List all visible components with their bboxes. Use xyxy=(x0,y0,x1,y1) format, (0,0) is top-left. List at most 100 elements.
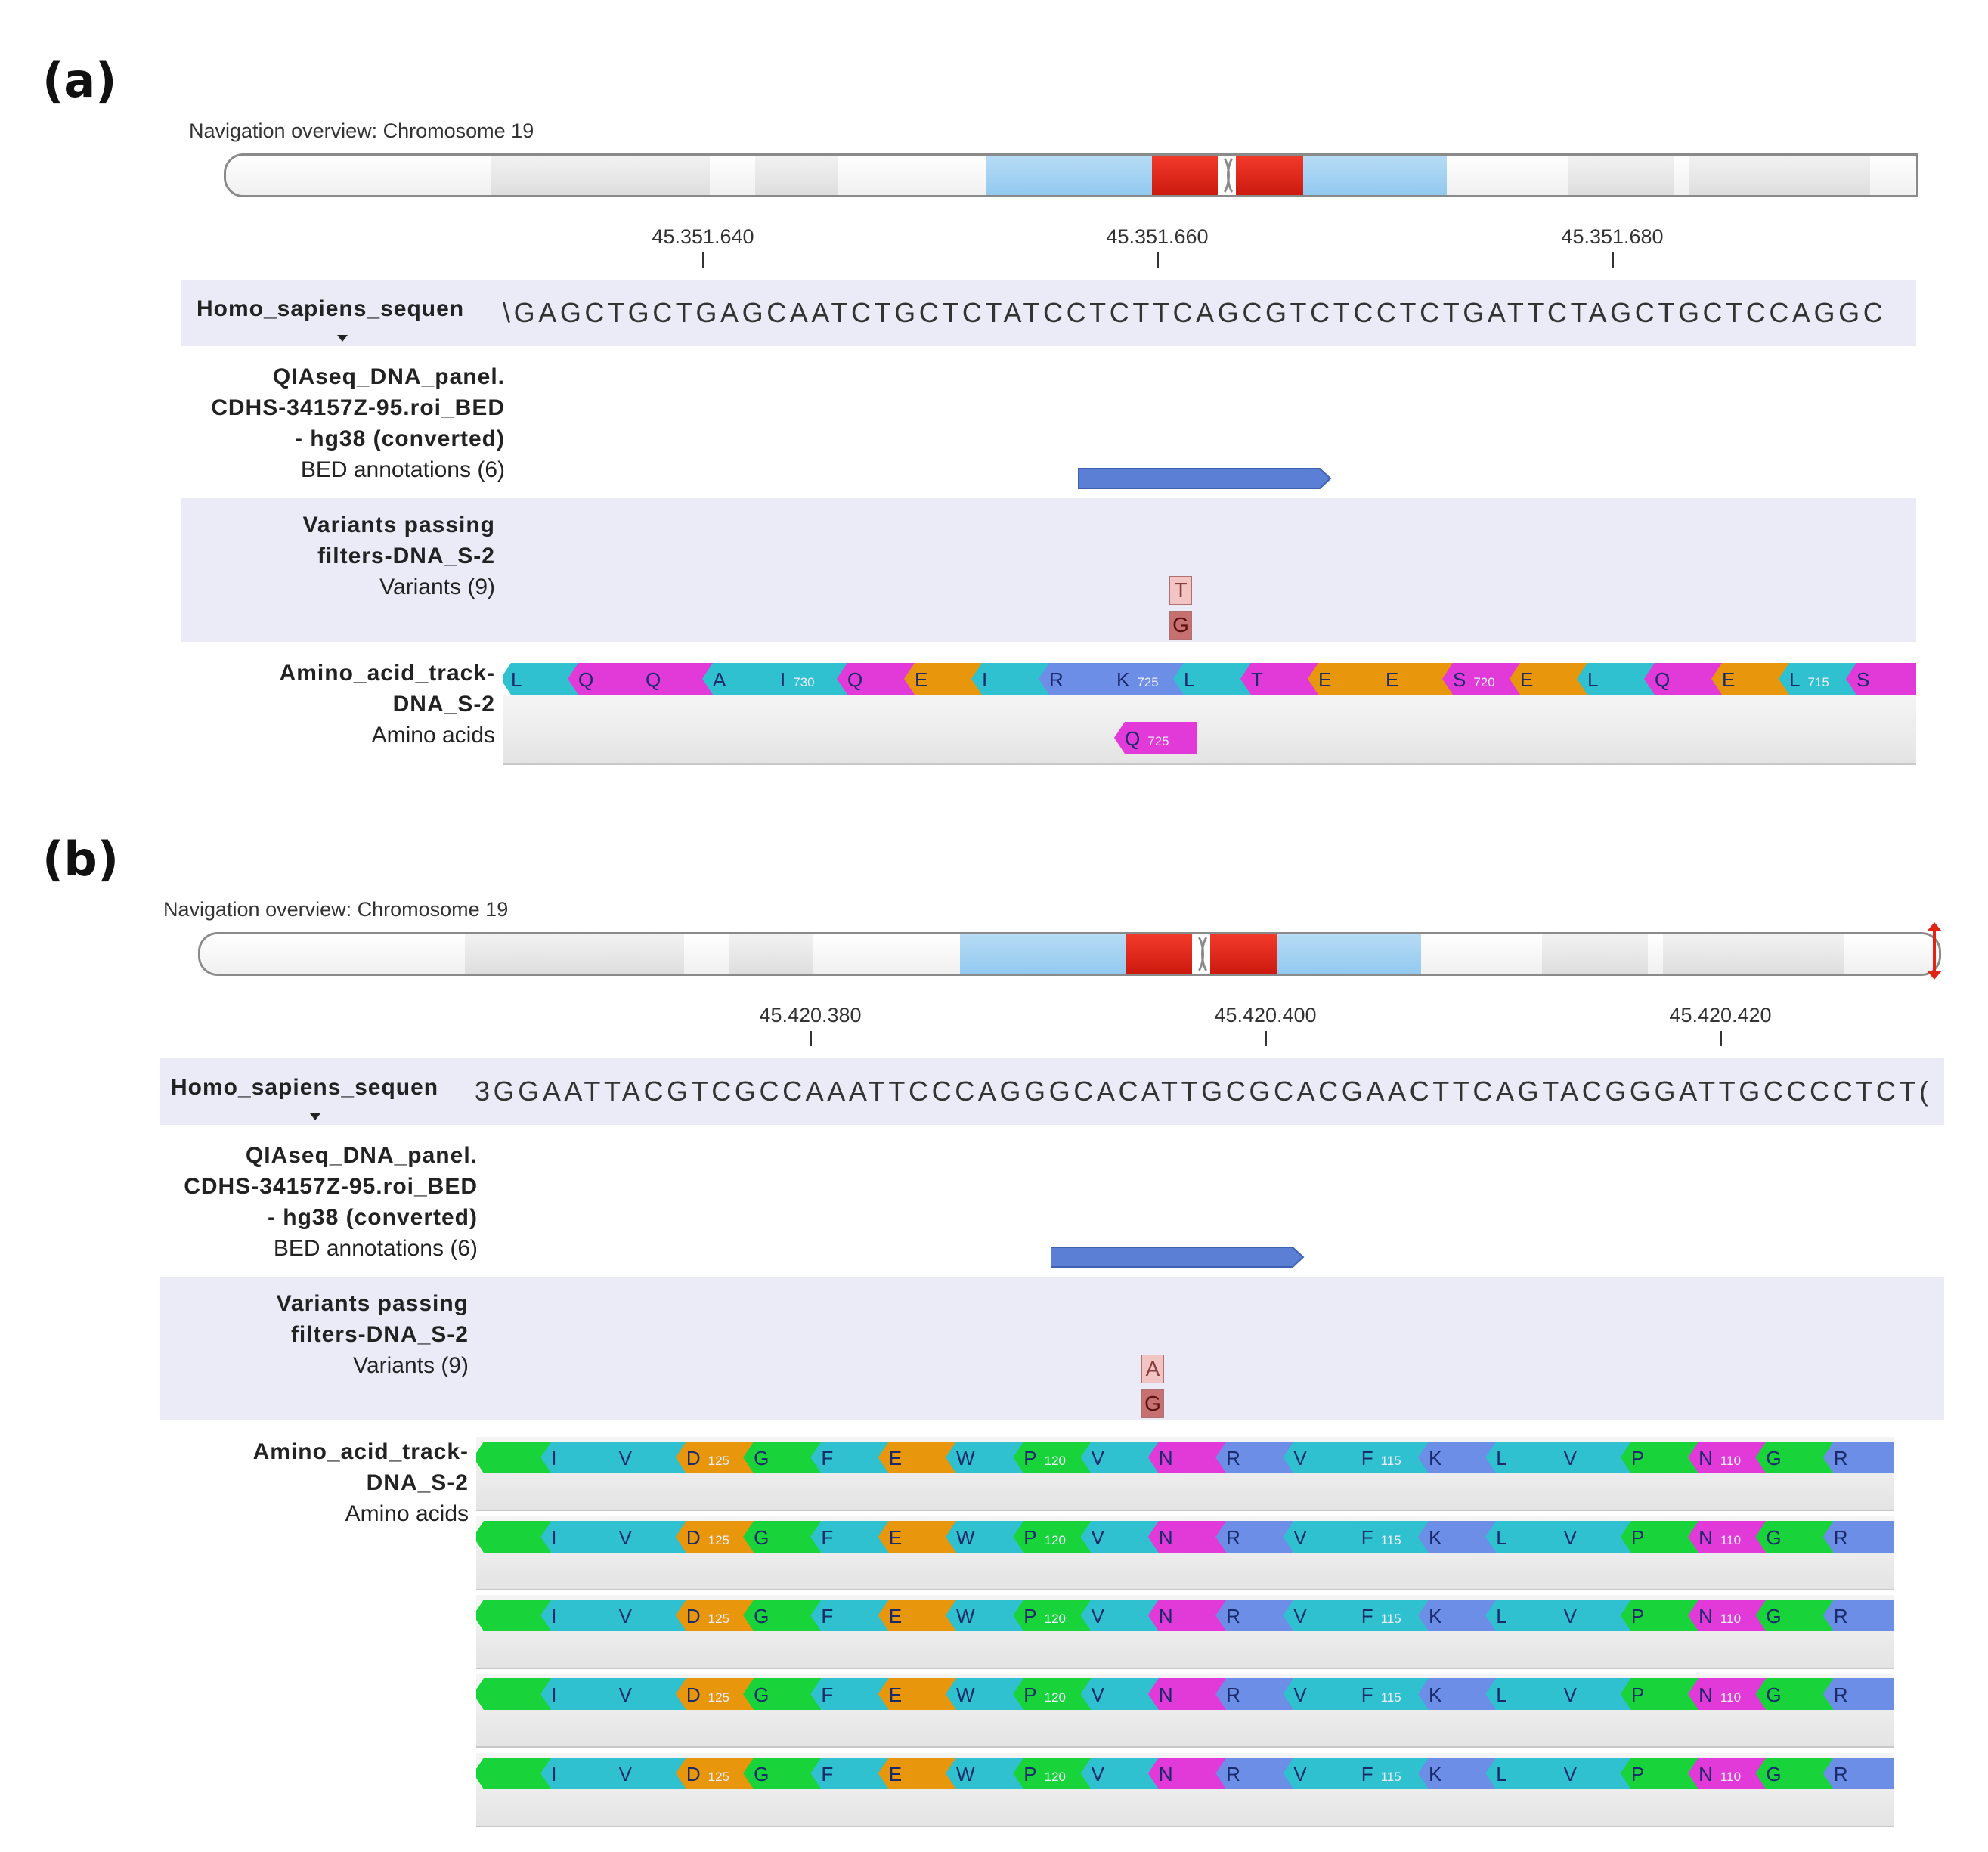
amino-acid-block[interactable]: Q xyxy=(1644,663,1722,695)
amino-acid-block[interactable]: V xyxy=(1553,1600,1631,1631)
amino-acid-block[interactable]: N xyxy=(1147,1442,1227,1473)
amino-acid-block[interactable]: P 120 xyxy=(1013,1442,1092,1473)
amino-acid-block[interactable]: D 125 xyxy=(675,1758,754,1789)
amino-acid-block[interactable]: R xyxy=(1215,1758,1294,1789)
amino-acid-block[interactable]: N 110 xyxy=(1688,1521,1767,1553)
amino-acid-block[interactable]: R xyxy=(1215,1678,1294,1710)
amino-acid-block[interactable]: P 120 xyxy=(1013,1521,1092,1553)
dropdown-caret-icon[interactable] xyxy=(310,1113,320,1120)
amino-acid-block[interactable]: Q xyxy=(568,663,646,695)
amino-acid-block[interactable]: F 115 xyxy=(1350,1442,1429,1473)
amino-acid-block[interactable]: V xyxy=(1553,1442,1631,1473)
amino-acid-block[interactable]: V xyxy=(1553,1678,1631,1710)
amino-acid-block[interactable]: E xyxy=(1711,663,1789,695)
amino-acid-block[interactable]: E xyxy=(878,1678,956,1710)
amino-acid-block[interactable]: E xyxy=(878,1442,956,1473)
amino-acid-block[interactable] xyxy=(476,1521,552,1553)
amino-acid-block[interactable]: L xyxy=(1173,663,1251,695)
amino-acid-block[interactable]: V xyxy=(1080,1678,1159,1710)
variant-ref-base[interactable]: T xyxy=(1169,576,1192,605)
amino-acid-block[interactable]: Q xyxy=(635,663,713,695)
amino-acid-block[interactable]: P xyxy=(1620,1758,1699,1789)
amino-acid-block[interactable]: Q 725 xyxy=(1114,722,1197,754)
amino-acid-block[interactable]: K xyxy=(1418,1600,1497,1631)
bed-annotation-arrow[interactable] xyxy=(1078,467,1332,490)
amino-acid-block[interactable]: P 120 xyxy=(1013,1758,1092,1789)
dropdown-caret-icon[interactable] xyxy=(337,335,348,342)
amino-acid-block[interactable]: V xyxy=(1553,1521,1631,1553)
amino-acid-block[interactable]: K xyxy=(1418,1521,1497,1553)
amino-acid-block[interactable]: I xyxy=(540,1442,619,1473)
amino-acid-block[interactable]: D 125 xyxy=(675,1678,754,1710)
amino-acid-block[interactable]: V xyxy=(1080,1758,1159,1789)
amino-acid-block[interactable]: W xyxy=(946,1600,1024,1631)
amino-acid-block[interactable]: K xyxy=(1418,1758,1497,1789)
amino-acid-block[interactable]: G xyxy=(1755,1678,1834,1710)
amino-acid-block[interactable]: F 115 xyxy=(1350,1600,1429,1631)
amino-acid-block[interactable] xyxy=(476,1678,552,1710)
amino-acid-block[interactable]: S xyxy=(1846,663,1916,695)
amino-acid-block[interactable]: D 125 xyxy=(675,1600,754,1631)
amino-acid-block[interactable]: P xyxy=(1620,1600,1699,1631)
amino-acid-block[interactable]: P 120 xyxy=(1013,1600,1092,1631)
amino-acid-block[interactable]: N xyxy=(1147,1758,1227,1789)
amino-acid-block[interactable]: L 715 xyxy=(1779,663,1856,695)
amino-acid-block[interactable]: Q xyxy=(837,663,915,695)
amino-acid-block[interactable] xyxy=(476,1600,552,1631)
amino-acid-block[interactable]: L xyxy=(1485,1758,1564,1789)
sequence-name[interactable]: Homo_sapiens_sequen xyxy=(171,1075,439,1100)
amino-acid-block[interactable]: E xyxy=(1308,663,1386,695)
amino-acid-block[interactable]: F 115 xyxy=(1350,1521,1429,1553)
amino-acid-block[interactable]: N 110 xyxy=(1688,1678,1767,1710)
amino-acid-block[interactable]: K xyxy=(1418,1678,1497,1710)
amino-acid-block[interactable]: W xyxy=(946,1758,1024,1789)
amino-acid-block[interactable]: R xyxy=(1822,1521,1894,1553)
amino-acid-block[interactable]: V xyxy=(608,1678,686,1710)
amino-acid-block[interactable]: L xyxy=(1577,663,1655,695)
amino-acid-block[interactable]: G xyxy=(1755,1521,1834,1553)
amino-acid-block[interactable]: P xyxy=(1620,1521,1699,1553)
amino-acid-block[interactable]: F xyxy=(810,1758,889,1789)
amino-acid-block[interactable]: G xyxy=(743,1678,822,1710)
variant-alt-base[interactable]: G xyxy=(1169,611,1192,640)
amino-acid-block[interactable]: I xyxy=(971,663,1049,695)
amino-acid-block[interactable]: I xyxy=(540,1521,619,1553)
amino-acid-block[interactable]: N xyxy=(1147,1678,1227,1710)
amino-acid-block[interactable]: R xyxy=(1215,1600,1294,1631)
amino-acid-block[interactable]: W xyxy=(946,1678,1024,1710)
amino-acid-block[interactable]: V xyxy=(1283,1600,1361,1631)
amino-acid-block[interactable]: V xyxy=(608,1442,686,1473)
amino-acid-block[interactable]: L xyxy=(1485,1521,1564,1553)
amino-acid-block[interactable]: V xyxy=(608,1758,686,1789)
amino-acid-block[interactable]: F xyxy=(810,1600,889,1631)
amino-acid-block[interactable]: V xyxy=(608,1521,686,1553)
amino-acid-block[interactable]: L xyxy=(1485,1600,1564,1631)
amino-acid-block[interactable]: E xyxy=(878,1758,956,1789)
amino-acid-block[interactable]: F xyxy=(810,1678,889,1710)
bed-annotation-arrow[interactable] xyxy=(1051,1246,1305,1268)
amino-acid-block[interactable]: V xyxy=(1283,1521,1361,1553)
amino-acid-block[interactable] xyxy=(476,1758,552,1789)
amino-acid-block[interactable]: D 125 xyxy=(675,1521,754,1553)
amino-acid-block[interactable]: P xyxy=(1620,1678,1699,1710)
amino-acid-block[interactable]: S 720 xyxy=(1442,663,1520,695)
sequence-name[interactable]: Homo_sapiens_sequen xyxy=(197,296,465,321)
amino-acid-block[interactable]: I xyxy=(540,1678,619,1710)
amino-acid-block[interactable]: L xyxy=(1485,1442,1564,1473)
amino-acid-block[interactable]: G xyxy=(743,1600,822,1631)
amino-acid-block[interactable]: P xyxy=(1620,1442,1699,1473)
amino-acid-block[interactable]: P 120 xyxy=(1013,1678,1092,1710)
amino-acid-block[interactable]: R xyxy=(1822,1678,1894,1710)
chromosome-ideogram[interactable] xyxy=(224,153,1918,197)
amino-acid-block[interactable]: R xyxy=(1039,663,1116,695)
amino-acid-block[interactable]: G xyxy=(743,1442,822,1473)
variant-ref-base[interactable]: A xyxy=(1141,1355,1164,1383)
amino-acid-block[interactable]: E xyxy=(904,663,982,695)
amino-acid-block[interactable]: E xyxy=(878,1600,956,1631)
amino-acid-block[interactable]: V xyxy=(1283,1442,1361,1473)
amino-acid-block[interactable]: V xyxy=(1283,1758,1361,1789)
amino-acid-block[interactable]: V xyxy=(1080,1600,1159,1631)
amino-acid-block[interactable]: V xyxy=(608,1600,686,1631)
amino-acid-block[interactable]: I xyxy=(540,1758,619,1789)
amino-acid-block[interactable]: R xyxy=(1822,1600,1894,1631)
